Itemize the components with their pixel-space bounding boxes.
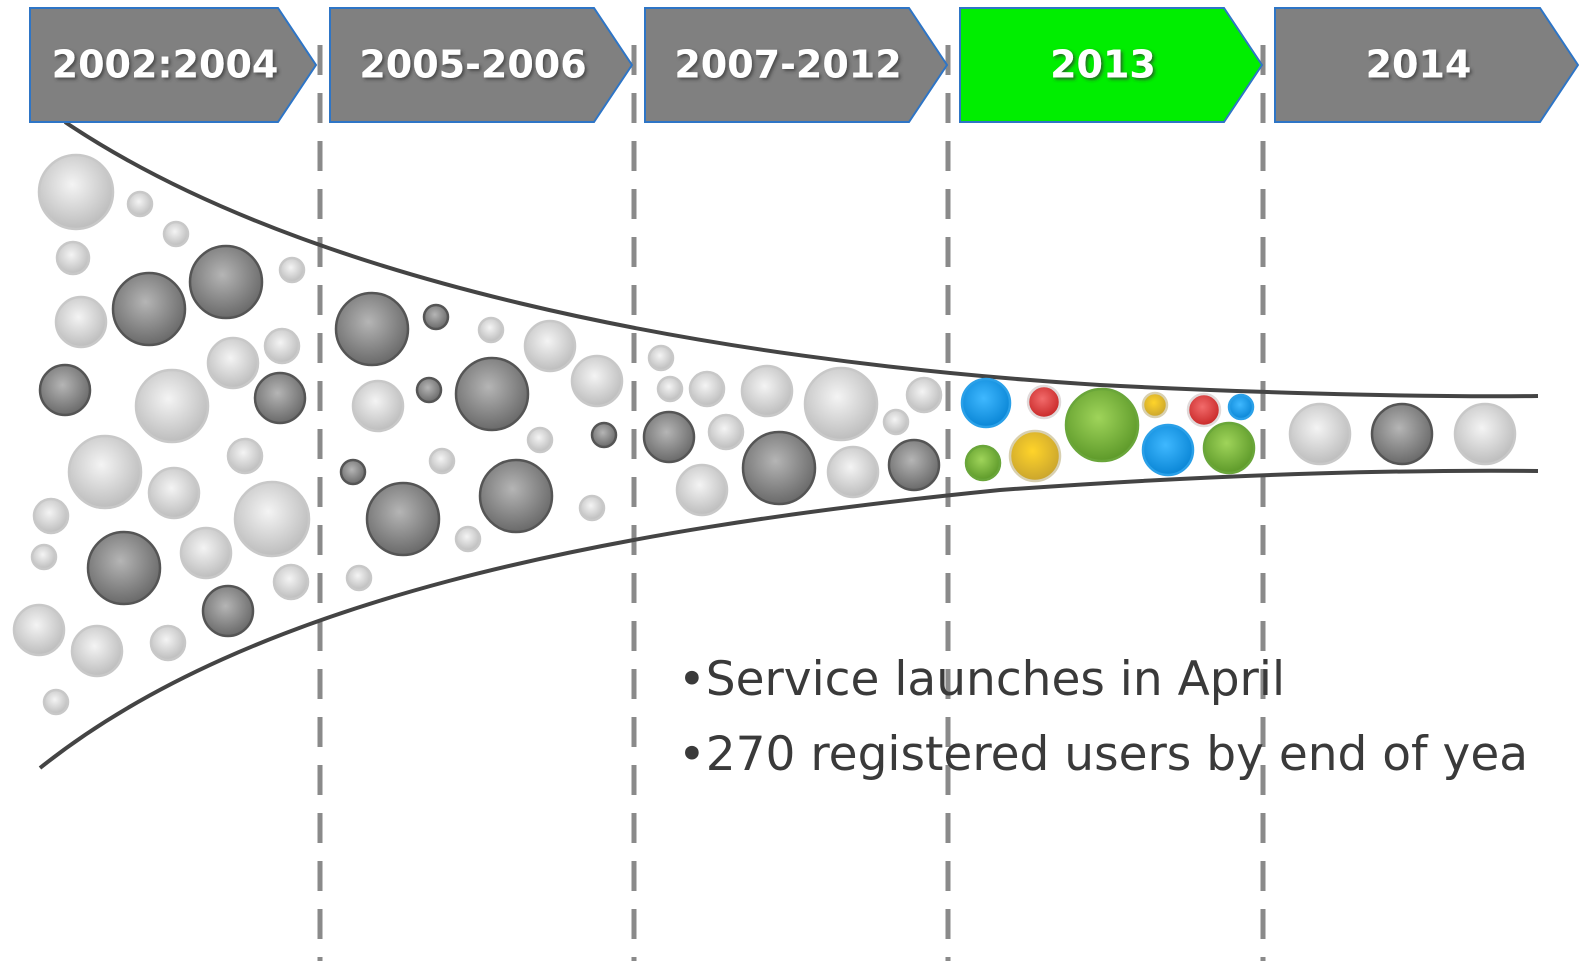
bubble [336, 293, 408, 365]
bubble [430, 449, 454, 473]
bubble [1143, 425, 1193, 475]
bubble [456, 358, 528, 430]
bubble [962, 379, 1010, 427]
bubble [907, 378, 941, 412]
note-text: 270 registered users by end of yea [706, 727, 1528, 782]
bubble [1372, 404, 1432, 464]
bubble [456, 527, 480, 551]
bubble [828, 447, 878, 497]
bubble [1066, 389, 1138, 461]
bubble [128, 192, 152, 216]
bubble [805, 368, 877, 440]
bubble [690, 372, 724, 406]
bubble [341, 460, 365, 484]
bubble [280, 258, 304, 282]
bubble [190, 246, 262, 318]
bubble [417, 378, 441, 402]
bubble [32, 545, 56, 569]
bubble [743, 432, 815, 504]
bubble [228, 439, 262, 473]
bubble [580, 496, 604, 520]
note-text: Service launches in April [706, 652, 1285, 707]
bubble [57, 242, 89, 274]
bubble [424, 305, 448, 329]
bubble [709, 415, 743, 449]
bubble [265, 329, 299, 363]
bubble [884, 410, 908, 434]
bubble [742, 366, 792, 416]
bubble [235, 482, 309, 556]
bubble [528, 428, 552, 452]
page: {"phases": [ {"label": "2002:2004", "col… [0, 0, 1579, 961]
timeline-diagram: 2002:2004 2005-2006 2007-2012 2013 2014 •Ser… [0, 0, 1579, 961]
bubble [889, 440, 939, 490]
bubble [1188, 394, 1220, 426]
bubble [14, 605, 64, 655]
bubble [649, 346, 673, 370]
bubble [149, 468, 199, 518]
note: •Service launches in April [678, 652, 1285, 707]
bubble [1204, 423, 1254, 473]
bubble [56, 297, 106, 347]
bubble [572, 356, 622, 406]
note: •270 registered users by end of yea [678, 727, 1528, 782]
bubble [208, 338, 258, 388]
bubble [72, 626, 122, 676]
bubble [1455, 404, 1515, 464]
bubble [1229, 395, 1253, 419]
bubble [367, 483, 439, 555]
bubble [347, 566, 371, 590]
bubble [136, 370, 208, 442]
bubbles [14, 155, 1515, 714]
bubble [644, 412, 694, 462]
bubble [353, 381, 403, 431]
bubble [1010, 431, 1060, 481]
bubble [203, 586, 253, 636]
bubble [113, 273, 185, 345]
bubble [88, 532, 160, 604]
phase-label: 2005-2006 [359, 43, 586, 87]
bubble [39, 155, 113, 229]
phase-label: 2007-2012 [674, 43, 901, 87]
bubble [1028, 386, 1060, 418]
bubble [34, 499, 68, 533]
bubble [181, 528, 231, 578]
bubble [44, 690, 68, 714]
phase-label: 2002:2004 [52, 43, 279, 87]
bubble [1143, 393, 1167, 417]
phase-label: 2014 [1366, 43, 1472, 87]
bubble [480, 460, 552, 532]
bubble [40, 365, 90, 415]
phase-label: 2013 [1050, 43, 1156, 87]
bubble [525, 321, 575, 371]
bubble [151, 626, 185, 660]
bubble [658, 377, 682, 401]
bubble [1290, 404, 1350, 464]
bubble [69, 436, 141, 508]
bubble [966, 446, 1000, 480]
bubble [677, 465, 727, 515]
bubble [255, 373, 305, 423]
bubble [592, 423, 616, 447]
bubble [164, 222, 188, 246]
phases: 2002:2004 2005-2006 2007-2012 2013 2014 [30, 8, 1578, 122]
bubble [274, 565, 308, 599]
bubble [479, 318, 503, 342]
